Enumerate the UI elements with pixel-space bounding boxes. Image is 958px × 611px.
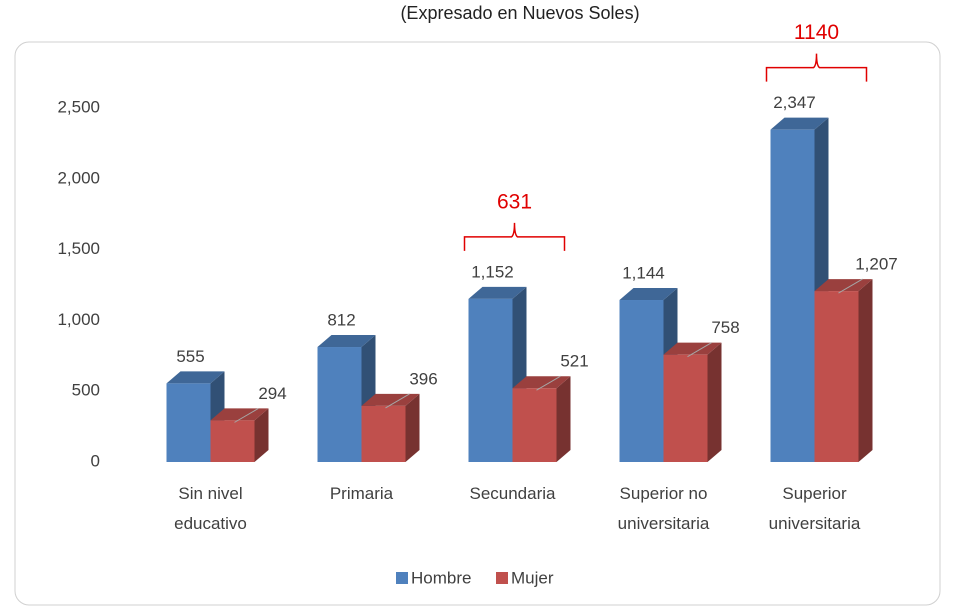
- leader-line: [838, 278, 863, 294]
- bar-side: [707, 342, 722, 462]
- bar-side: [405, 393, 420, 462]
- y-tick-label: 0: [91, 451, 100, 470]
- bar-front: [317, 347, 362, 462]
- data-label: 2,347: [773, 93, 816, 112]
- leader-line: [687, 342, 712, 358]
- bar: [512, 376, 571, 462]
- y-tick-label: 2,000: [57, 168, 100, 187]
- bar-top: [317, 335, 376, 348]
- legend-label: Mujer: [511, 568, 554, 587]
- data-label: 521: [560, 352, 588, 371]
- bar-front: [468, 298, 513, 462]
- data-label: 1,144: [622, 263, 665, 282]
- data-label: 758: [711, 318, 739, 337]
- bar-front: [361, 405, 406, 462]
- y-tick-label: 500: [72, 381, 100, 400]
- data-label: 812: [327, 311, 355, 330]
- annotation-brace: [765, 53, 868, 82]
- y-tick-label: 2,500: [57, 97, 100, 116]
- bar: [361, 393, 420, 462]
- bar-top: [619, 288, 678, 301]
- bar-top: [770, 117, 829, 130]
- bar-front: [210, 420, 255, 462]
- annotation-label: 1140: [794, 21, 839, 44]
- bar-front: [166, 383, 211, 462]
- bar-side: [556, 376, 571, 462]
- legend-swatch: [496, 572, 508, 584]
- data-label: 1,207: [855, 255, 898, 274]
- bar-top: [468, 286, 527, 299]
- x-tick-label: Superior universitaria: [769, 484, 861, 533]
- chart-subtitle: (Expresado en Nuevos Soles): [400, 3, 639, 23]
- x-tick-label: Primaria: [330, 484, 394, 503]
- bar-front: [814, 291, 859, 462]
- bar-side: [254, 408, 269, 462]
- data-label: 555: [176, 347, 204, 366]
- bar-front: [512, 388, 557, 462]
- annotation-brace: [463, 222, 566, 251]
- bar-front: [663, 354, 708, 462]
- legend-label: Hombre: [411, 568, 471, 587]
- data-label: 396: [409, 369, 437, 388]
- annotation-label: 631: [497, 190, 532, 213]
- bar: [210, 408, 269, 462]
- leader-line: [234, 407, 259, 423]
- bar: [663, 342, 722, 462]
- data-label: 294: [258, 384, 286, 403]
- x-tick-label: Superior no universitaria: [618, 484, 710, 533]
- y-tick-label: 1,000: [57, 310, 100, 329]
- bar: [814, 279, 873, 462]
- legend-swatch: [396, 572, 408, 584]
- y-tick-label: 1,500: [57, 239, 100, 258]
- bar-side: [858, 279, 873, 462]
- bar-top: [166, 371, 225, 384]
- bar: [468, 286, 527, 462]
- x-tick-label: Sin nivel educativo: [174, 484, 247, 533]
- leader-line: [536, 375, 561, 391]
- x-tick-label: Secundaria: [469, 484, 556, 503]
- bar-front: [619, 300, 664, 462]
- leader-line: [385, 393, 410, 409]
- data-label: 1,152: [471, 262, 514, 281]
- bar-front: [770, 129, 815, 462]
